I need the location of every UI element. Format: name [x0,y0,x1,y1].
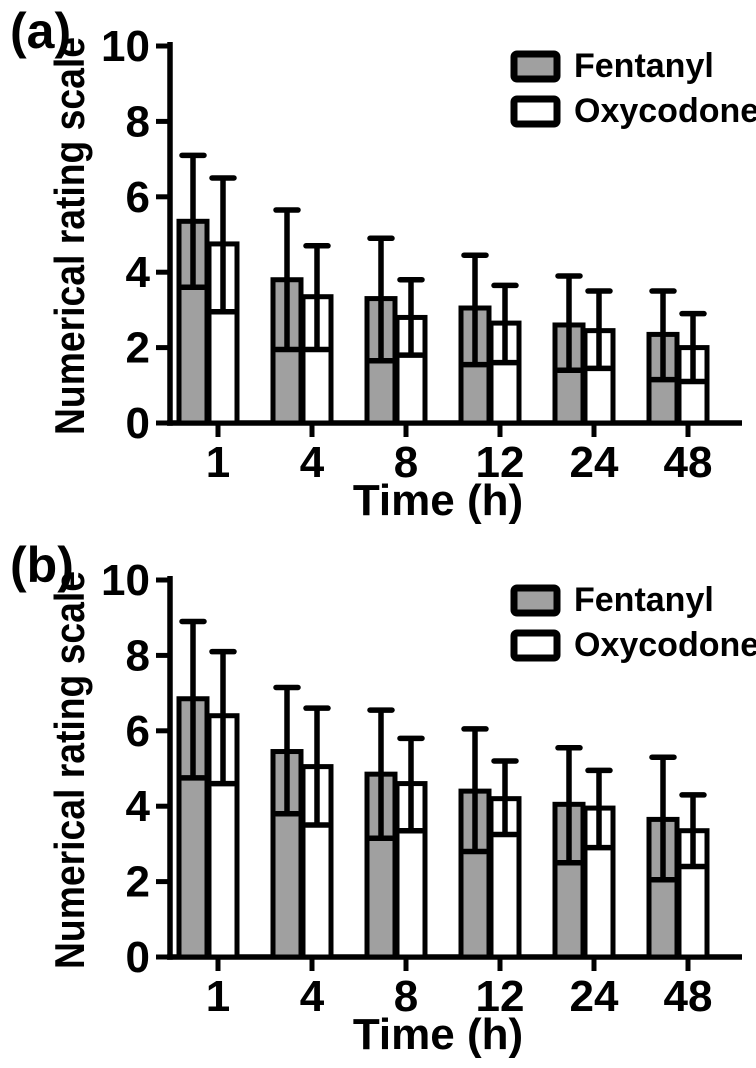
x-axis-title: Time (h) [353,476,523,525]
x-tick-label: 12 [476,438,525,487]
y-tick-label: 8 [126,97,150,146]
legend-label-oxycodone: Oxycodone [574,626,756,664]
y-axis-title: Numerical rating scale [46,571,93,969]
x-tick-label: 4 [300,972,325,1021]
panel-a: (a) 0 2 4 6 8 10 1 4 8 12 24 48 Numerical rating scal… [10,3,756,525]
y-tick-label: 0 [126,399,150,448]
x-axis-title: Time (h) [353,1010,523,1059]
y-tick-label: 10 [101,22,150,71]
y-axis-title: Numerical rating scale [46,37,93,435]
x-tick-label: 12 [476,972,525,1021]
legend-swatch-fentanyl [510,50,561,83]
y-tick-label: 2 [126,324,150,373]
x-tick-label: 24 [570,438,619,487]
y-tick-label: 6 [126,173,150,222]
y-tick-label: 4 [126,248,151,297]
x-tick-label: 24 [570,972,619,1021]
legend-swatch-fentanyl [510,584,561,617]
x-tick-label: 48 [664,438,713,487]
y-tick-label: 0 [126,933,150,982]
legend-swatch-oxycodone [510,629,561,662]
y-tick-label: 4 [126,782,151,831]
legend-swatch-oxycodone [510,95,561,128]
legend-label-fentanyl: Fentanyl [574,47,714,85]
legend-label-fentanyl: Fentanyl [574,581,714,619]
y-tick-label: 10 [101,556,150,605]
panel-label-b: (b) [10,537,74,593]
y-tick-label: 8 [126,631,150,680]
x-tick-label: 8 [394,972,418,1021]
panel-label-a: (a) [10,3,71,59]
x-tick-label: 4 [300,438,325,487]
x-tick-label: 48 [664,972,713,1021]
legend-label-oxycodone: Oxycodone [574,92,756,130]
y-tick-label: 2 [126,858,150,907]
x-tick-label: 1 [206,972,230,1021]
panel-b: (b) 0 2 4 6 8 10 1 4 8 12 24 48 Numerical rating scal… [0,534,756,1068]
y-tick-label: 6 [126,707,150,756]
x-tick-label: 1 [206,438,230,487]
x-tick-label: 8 [394,438,418,487]
